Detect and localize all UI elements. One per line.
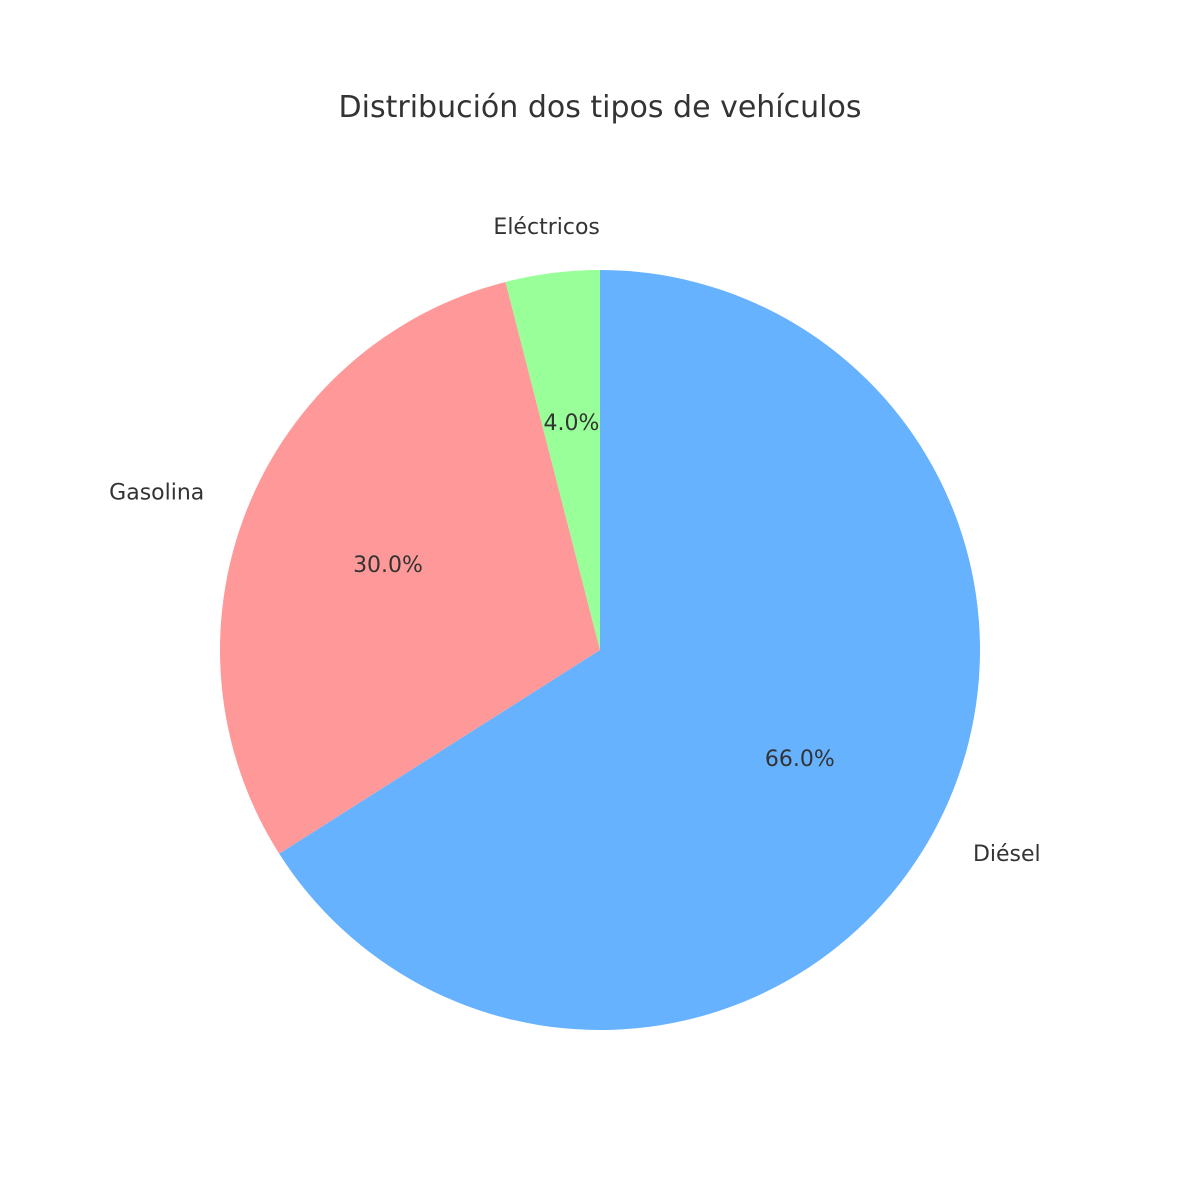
pie-slice-label: Gasolina — [109, 480, 204, 505]
chart-container: Distribución dos tipos de vehículos 66.0… — [0, 0, 1200, 1200]
pie-pct-label: 66.0% — [765, 747, 835, 772]
pie-chart: 66.0% Diésel 30.0% Gasolina 4.0% Eléctricos — [0, 0, 1200, 1200]
pie-pct-label: 30.0% — [353, 553, 423, 578]
pie-slice-label: Diésel — [973, 842, 1041, 867]
pie-slice-label: Eléctricos — [493, 215, 599, 240]
pie-pct-label: 4.0% — [543, 411, 599, 436]
